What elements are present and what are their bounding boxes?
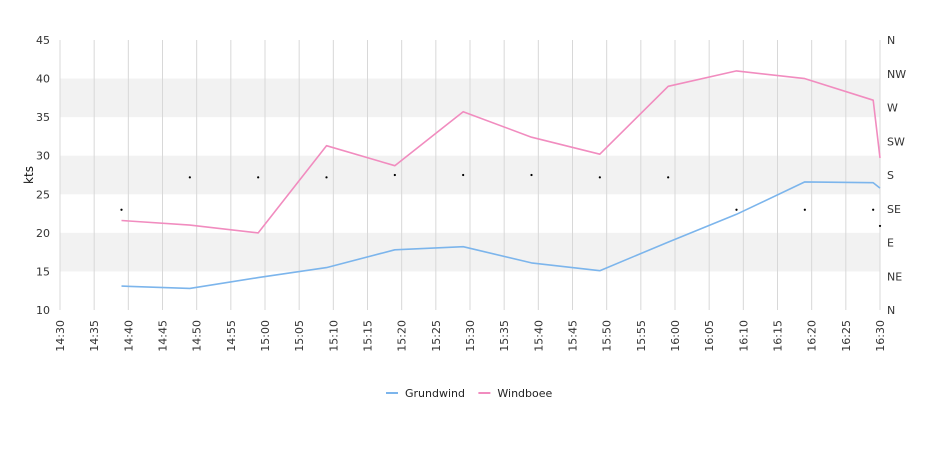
y-tick-label: 10	[36, 304, 50, 317]
direction-point	[872, 208, 875, 211]
direction-point	[530, 173, 533, 177]
x-tick-label: 15:50	[601, 320, 614, 352]
right-tick-label: N	[887, 304, 895, 317]
right-tick-label: NE	[887, 270, 902, 283]
direction-point	[735, 208, 738, 211]
y-tick-label: 30	[36, 150, 50, 163]
x-tick-label: 15:45	[567, 320, 580, 352]
direction-point	[120, 208, 123, 211]
direction-point	[325, 176, 328, 179]
legend-label: Windboee	[497, 387, 552, 400]
x-tick-label: 15:05	[293, 320, 306, 352]
x-tick-label: 15:25	[430, 320, 443, 352]
y-axis-title: kts	[22, 166, 36, 184]
x-tick-label: 16:10	[737, 320, 750, 352]
direction-point	[667, 176, 670, 179]
legend-label: Grundwind	[405, 387, 465, 400]
x-tick-label: 14:35	[88, 320, 101, 352]
right-axis-ticks: N NE E SE S SW W NW N	[887, 34, 906, 317]
x-tick-label: 14:55	[225, 320, 238, 352]
x-tick-label: 15:20	[396, 320, 409, 352]
right-tick-label: NW	[887, 68, 906, 81]
x-tick-label: 16:15	[772, 320, 785, 352]
y-tick-label: 40	[36, 73, 50, 86]
y-tick-label: 35	[36, 111, 50, 124]
right-tick-label: S	[887, 169, 894, 182]
y-tick-label: 45	[36, 34, 50, 47]
legend: Grundwind Windboee	[386, 387, 553, 400]
right-tick-label: N	[887, 34, 895, 47]
x-tick-label: 16:05	[703, 320, 716, 352]
x-tick-label: 16:30	[874, 320, 887, 352]
x-tick-label: 15:55	[635, 320, 648, 352]
y-axis-ticks: 10 15 20 25 30 35 40 45	[36, 34, 50, 317]
direction-point	[257, 176, 260, 179]
x-tick-label: 14:40	[122, 320, 135, 352]
x-tick-label: 15:10	[327, 320, 340, 352]
direction-point	[878, 224, 882, 228]
x-tick-label: 15:35	[498, 320, 511, 352]
grid-lines	[59, 40, 881, 310]
series-line-windboee	[121, 70, 881, 234]
right-tick-label: W	[887, 102, 898, 115]
x-tick-label: 15:15	[362, 320, 375, 352]
right-tick-label: E	[887, 237, 894, 250]
x-axis-ticks: 14:30 14:35 14:40 14:45 14:50 14:55 15:00 15:05…	[54, 320, 887, 352]
x-tick-label: 16:25	[840, 320, 853, 352]
direction-points	[120, 173, 882, 228]
direction-point	[188, 176, 191, 179]
direction-point	[393, 173, 396, 177]
direction-point	[598, 176, 601, 179]
right-tick-label: SE	[887, 203, 901, 216]
x-tick-label: 16:20	[806, 320, 819, 352]
x-tick-label: 14:30	[54, 320, 67, 352]
x-tick-label: 16:00	[669, 320, 682, 352]
series-lines	[121, 70, 881, 290]
right-tick-label: SW	[887, 135, 905, 148]
x-tick-label: 15:40	[532, 320, 545, 352]
x-tick-label: 14:50	[191, 320, 204, 352]
x-tick-label: 14:45	[157, 320, 170, 352]
x-tick-label: 15:00	[259, 320, 272, 352]
y-tick-label: 15	[36, 265, 50, 278]
y-tick-label: 20	[36, 227, 50, 240]
y-tick-label: 25	[36, 188, 50, 201]
x-tick-label: 15:30	[464, 320, 477, 352]
series-line-grundwind	[121, 181, 881, 290]
direction-point	[803, 208, 806, 211]
direction-point	[462, 173, 465, 177]
